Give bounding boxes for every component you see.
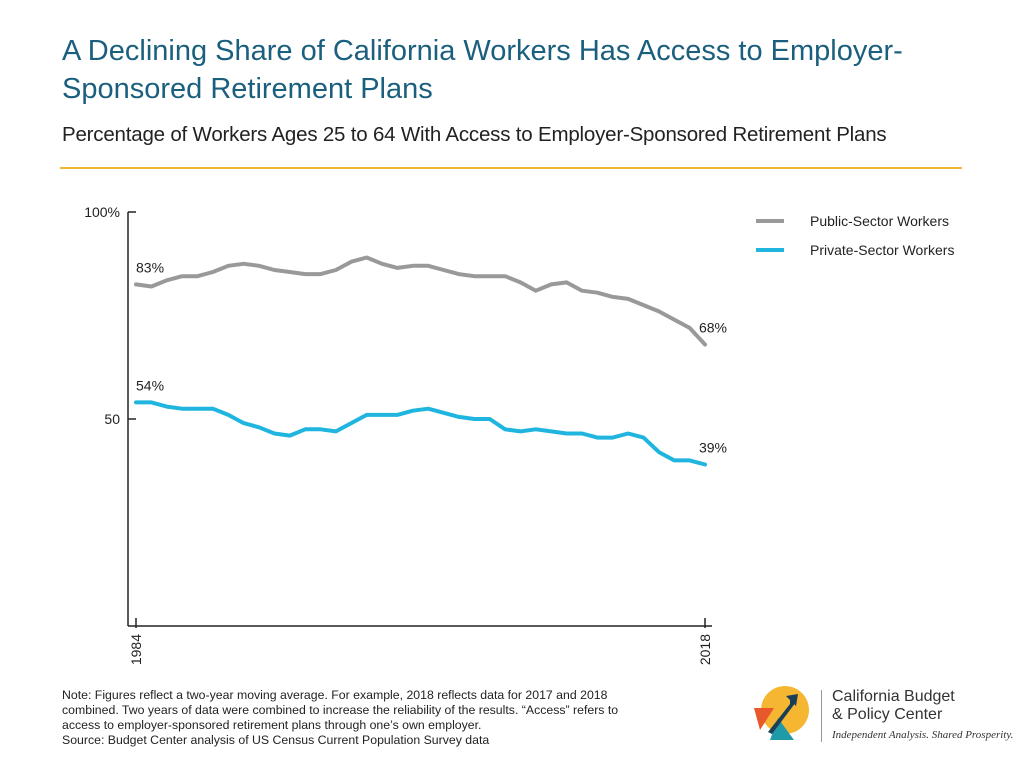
org-tagline: Independent Analysis. Shared Prosperity. [832, 729, 1014, 741]
note-line: Note: Figures reflect a two-year moving … [62, 688, 608, 702]
chart-subtitle: Percentage of Workers Ages 25 to 64 With… [62, 123, 887, 146]
y-tick-label: 50 [104, 411, 120, 427]
data-label: 68% [699, 319, 727, 335]
line-chart: 100% 50 1984 2018 83% 68% 54% 39% Public-Secto… [84, 204, 954, 665]
org-name-line2: & Policy Center [832, 706, 943, 723]
series-layer [134, 255, 707, 467]
org-name-line1: California Budget [832, 688, 955, 705]
legend: Public-Sector Workers Private-Sector Work… [756, 213, 954, 258]
title-divider [60, 167, 962, 169]
x-tick-label: 1984 [128, 634, 144, 665]
source-line: Source: Budget Center analysis of US Cen… [62, 733, 490, 747]
legend-label: Private-Sector Workers [810, 242, 954, 258]
y-tick-label: 100% [84, 204, 120, 220]
labels-layer: 83% 68% 54% 39% [136, 259, 727, 455]
x-tick-label: 2018 [697, 634, 713, 665]
data-label: 39% [699, 440, 727, 456]
chart-axes: 100% 50 1984 2018 [84, 204, 713, 665]
note-line: access to employer-sponsored retirement … [62, 718, 482, 732]
chart-title: A Declining Share of California Workers … [62, 35, 903, 105]
logo-divider [821, 690, 822, 742]
data-label: 83% [136, 259, 164, 275]
series-line-public [134, 255, 707, 347]
org-logo-icon [754, 686, 809, 740]
note-line: combined. Two years of data were combine… [62, 703, 619, 717]
series-line-private [134, 400, 707, 467]
legend-label: Public-Sector Workers [810, 213, 949, 229]
org-name: California Budget & Policy Center Indepe… [832, 688, 1013, 741]
footnote: Note: Figures reflect a two-year moving … [62, 688, 722, 748]
data-label: 54% [136, 377, 164, 393]
